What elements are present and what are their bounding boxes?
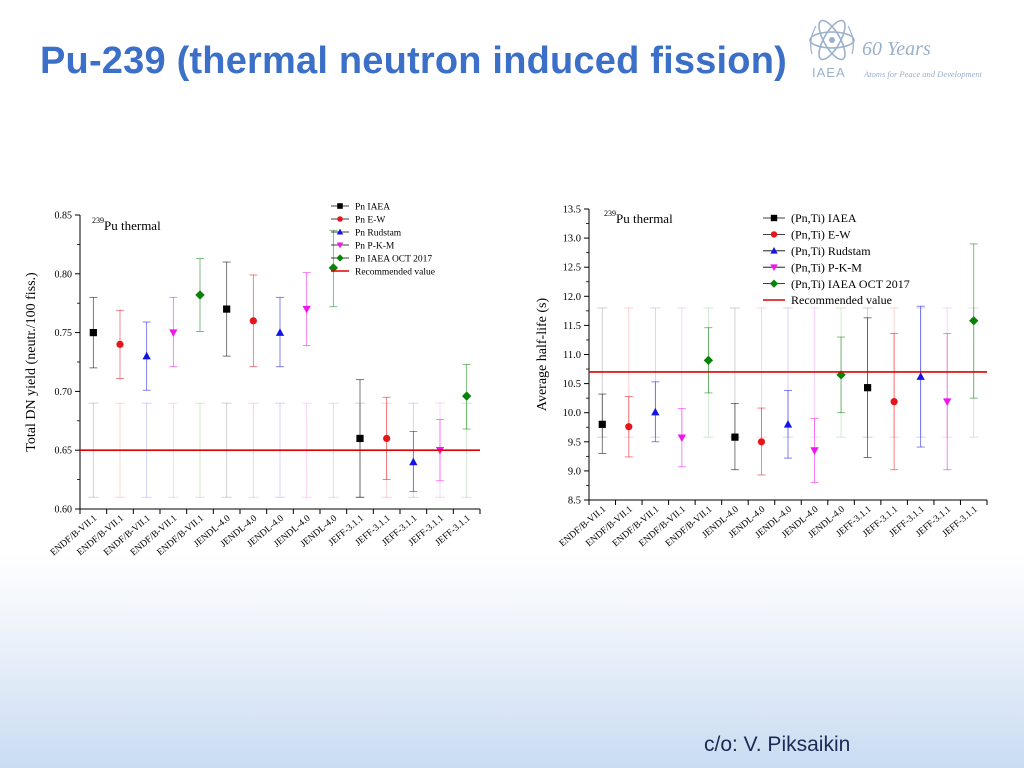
annotation-text: Pu thermal: [616, 211, 673, 226]
y-tick-label: 8.5: [568, 496, 581, 507]
legend: Pn IAEA Pn E-W Pn Rudstam Pn P-K-M Pn IAEA O…: [331, 202, 435, 277]
data-point: [409, 457, 418, 466]
y-tick-label: 9.0: [568, 466, 581, 477]
legend-label: (Pn,Ti) E-W: [791, 228, 851, 242]
legend-marker: [769, 279, 779, 288]
annotation-text: Pu thermal: [104, 218, 161, 233]
data-point: [302, 305, 311, 314]
y-tick-label: 11.0: [563, 350, 581, 361]
data-point: [223, 305, 231, 313]
series--pn-ti-iaea: [597, 307, 873, 471]
y-tick-label: 9.5: [568, 437, 581, 448]
y-tick-label: 0.85: [55, 211, 73, 222]
y-tick-label: 12.5: [563, 263, 581, 274]
annotation-superscript: 239: [92, 216, 104, 225]
y-tick-label: 0.75: [55, 328, 73, 339]
legend-label: Recommended value: [791, 293, 892, 307]
series-pn-rudstam: [141, 296, 419, 498]
data-point: [356, 434, 364, 443]
dn-yield-chart: 0.600.650.700.750.800.85ENDF/B-VII.1ENDF…: [24, 202, 481, 558]
iaea-logo: 60 Years IAEA Atoms for Peace and Develo…: [800, 12, 1010, 84]
y-tick-label: 11.5: [563, 321, 581, 332]
y-tick-label: 13.5: [563, 205, 581, 216]
data-point: [383, 434, 391, 443]
data-point: [731, 433, 739, 441]
legend-label: (Pn,Ti) P-K-M: [791, 260, 862, 274]
y-tick-label: 10.5: [563, 379, 581, 390]
legend-marker: [336, 254, 344, 262]
data-point: [461, 391, 472, 401]
y-tick-label: 13.0: [563, 234, 581, 245]
data-point: [677, 434, 687, 443]
y-tick-label: 10.0: [563, 408, 581, 419]
data-point: [142, 351, 151, 360]
legend-marker: [337, 216, 343, 222]
data-point: [625, 423, 633, 431]
data-point: [864, 384, 872, 392]
data-point: [249, 317, 257, 325]
legend-label: Recommended value: [355, 267, 435, 277]
data-point: [275, 328, 285, 336]
legend-label: Pn P-K-M: [355, 241, 395, 251]
legend-label: (Pn,Ti) Rudstam: [791, 244, 871, 258]
half-life-chart: 8.5 9.0 9.5 10.0 10.5 11.0 11.5 12.0 12.5 13.0 13.…: [535, 205, 988, 549]
legend-label: (Pn,Ti) IAEA OCT 2017: [791, 277, 910, 291]
y-tick-label: 0.80: [55, 269, 73, 280]
logo-tagline: Atoms for Peace and Development: [864, 69, 983, 79]
legend-marker: [770, 246, 778, 254]
data-point: [195, 290, 205, 300]
legend-marker: [770, 264, 778, 272]
legend-label: Pn IAEA: [355, 202, 390, 212]
series--pn-ti-e-w: [623, 307, 900, 476]
data-point: [116, 340, 124, 348]
logo-org: IAEA: [812, 65, 846, 80]
data-point: [598, 420, 606, 428]
data-point: [783, 420, 793, 428]
series-pn-p-k-m: [168, 272, 445, 498]
slide-title: Pu-239 (thermal neutron induced fission): [40, 40, 787, 82]
data-point: [703, 355, 714, 365]
y-tick-label: 0.65: [55, 446, 73, 457]
legend-label: Pn IAEA OCT 2017: [355, 254, 432, 264]
y-tick-label: 0.70: [55, 387, 73, 398]
data-point: [89, 329, 97, 337]
data-point: [969, 316, 979, 326]
data-point: [943, 398, 952, 406]
data-point: [169, 329, 178, 337]
data-point: [757, 438, 766, 446]
legend-label: Pn Rudstam: [355, 228, 402, 238]
data-point: [810, 447, 819, 455]
y-tick-label: 0.60: [55, 505, 73, 516]
legend-marker: [337, 203, 343, 209]
series-pn-iaea: [88, 261, 365, 498]
y-axis-label: Average half-life (s): [535, 298, 550, 412]
data-point: [890, 398, 898, 406]
series--pn-ti-rudstam: [650, 305, 926, 459]
series-pn-e-w: [115, 274, 392, 498]
logo-years: 60 Years: [862, 38, 931, 60]
series--pn-ti-p-k-m: [676, 307, 953, 483]
data-point: [916, 372, 925, 380]
y-tick-label: 12.0: [563, 292, 581, 303]
legend-marker: [770, 214, 778, 222]
legend: (Pn,Ti) IAEA (Pn,Ti) E-W (Pn,Ti) Rudstam (P…: [763, 211, 910, 307]
legend-label: Pn E-W: [355, 215, 385, 225]
legend-marker: [770, 231, 778, 238]
data-point: [651, 407, 660, 416]
atom-icon: [809, 19, 855, 61]
y-axis-label: Total DN yield (neutr./100 fiss.): [24, 272, 39, 452]
legend-marker: [336, 242, 344, 249]
legend-label: (Pn,Ti) IAEA: [791, 211, 857, 225]
credit-text: c/o: V. Piksaikin: [704, 733, 851, 756]
legend-marker: [336, 228, 344, 235]
annotation-superscript: 239: [604, 209, 616, 218]
